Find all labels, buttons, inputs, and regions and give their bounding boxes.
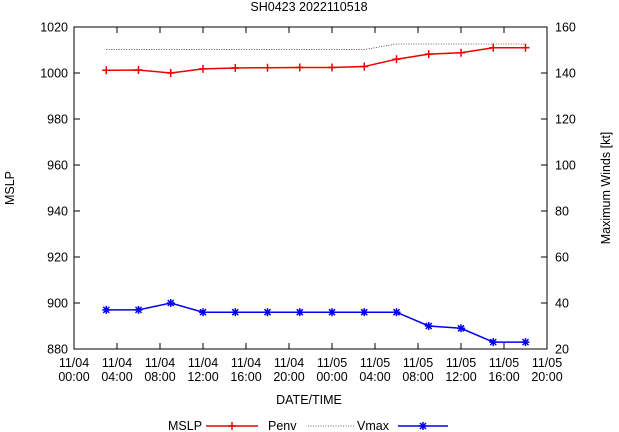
data-point-vmax (328, 308, 336, 317)
y-tick-label: 1000 (40, 67, 68, 81)
data-point-vmax (102, 305, 111, 314)
data-point-penv (457, 48, 465, 57)
y2-tick-label: 80 (555, 205, 569, 219)
x-tick-label-time: 08:00 (144, 370, 175, 384)
chart-title: SH0423 2022110518 (250, 0, 367, 14)
data-point-vmax (521, 338, 530, 347)
y2-tick-label: 60 (555, 251, 569, 265)
x-tick-label-time: 04:00 (359, 370, 390, 384)
y2-tick-label: 120 (555, 113, 576, 127)
data-point-vmax (360, 308, 369, 317)
x-tick-label-time: 12:00 (445, 370, 476, 384)
y2-axis-label: Maximum Winds [kt] (599, 132, 613, 245)
data-point-penv (231, 63, 240, 72)
data-point-vmax (457, 324, 465, 333)
legend: MSLP Penv Vmax (168, 419, 448, 432)
y-tick-label: 980 (47, 113, 68, 127)
x-tick-label-date: 11/05 (403, 356, 433, 370)
plot-frame (73, 26, 548, 350)
data-point-vmax (166, 299, 175, 307)
y2-tick-label: 160 (555, 21, 576, 35)
data-point-vmax (392, 308, 401, 317)
x-tick-label-time: 20:00 (531, 370, 562, 384)
data-point-penv (134, 66, 143, 75)
x-tick-label-date: 11/05 (446, 356, 476, 370)
axes: 880 900 920 940 960 980 1000 1020 20 40 60 80 100 120… (40, 21, 576, 385)
x-tick-label-date: 11/04 (145, 356, 175, 370)
data-point-penv (392, 55, 401, 64)
data-point-penv (102, 66, 111, 75)
data-point-penv (521, 43, 530, 52)
y-tick-label: 960 (47, 159, 68, 173)
x-tick-label-time: 12:00 (187, 370, 218, 384)
data-point-vmax (424, 322, 433, 330)
legend-marker-vmax (419, 422, 427, 430)
legend-title: MSLP (168, 419, 202, 432)
data-point-penv (424, 50, 433, 59)
x-tick-label-time: 16:00 (230, 370, 261, 384)
x-tick-label-time: 00:00 (316, 370, 347, 384)
series-layer (102, 43, 530, 347)
x-tick-label-time: 04:00 (101, 370, 132, 384)
legend-marker-penv (228, 422, 236, 430)
y-tick-label: 1020 (40, 21, 68, 35)
data-point-penv (360, 62, 369, 71)
x-tick-label-date: 11/04 (102, 356, 132, 370)
y-tick-label: 920 (47, 251, 68, 265)
y-tick-label: 880 (47, 343, 68, 357)
data-point-penv (489, 43, 498, 52)
x-tick-label-date: 11/04 (231, 356, 261, 370)
x-tick-label-date: 11/04 (59, 356, 89, 370)
series-line-dotted-1 (106, 43, 526, 50)
data-point-vmax (263, 308, 272, 317)
x-tick-label-date: 11/05 (360, 356, 390, 370)
data-point-vmax (134, 305, 143, 314)
data-point-penv (328, 63, 336, 72)
y2-tick-label: 40 (555, 297, 569, 311)
x-tick-label-time: 08:00 (402, 370, 433, 384)
y-tick-label: 940 (47, 205, 68, 219)
data-point-penv (166, 69, 175, 77)
y-axis-label: MSLP (3, 171, 17, 205)
data-point-vmax (295, 308, 304, 317)
x-tick-label-date: 11/04 (274, 356, 304, 370)
data-point-vmax (489, 338, 498, 347)
legend-label-vmax: Vmax (357, 419, 390, 432)
x-tick-label-time: 00:00 (58, 370, 89, 384)
data-point-vmax (231, 308, 240, 317)
legend-label-penv: Penv (268, 419, 297, 432)
y2-tick-label: 100 (555, 159, 576, 173)
x-tick-label-time: 16:00 (488, 370, 519, 384)
x-tick-label-date: 11/05 (489, 356, 519, 370)
y-tick-label: 900 (47, 297, 68, 311)
x-axis-label: DATE/TIME (276, 393, 342, 407)
y2-tick-label: 20 (555, 343, 569, 357)
x-tick-label-date: 11/04 (188, 356, 218, 370)
data-point-vmax (199, 308, 207, 317)
data-point-penv (295, 63, 304, 72)
data-point-penv (263, 63, 272, 72)
x-tick-label-date: 11/05 (317, 356, 347, 370)
data-point-penv (199, 64, 207, 73)
x-tick-label-time: 20:00 (273, 370, 304, 384)
y2-tick-label: 140 (555, 67, 576, 81)
series-line-vmax (106, 302, 526, 343)
series-line-penv (106, 46, 526, 74)
x-tick-label-date: 11/05 (532, 356, 562, 370)
